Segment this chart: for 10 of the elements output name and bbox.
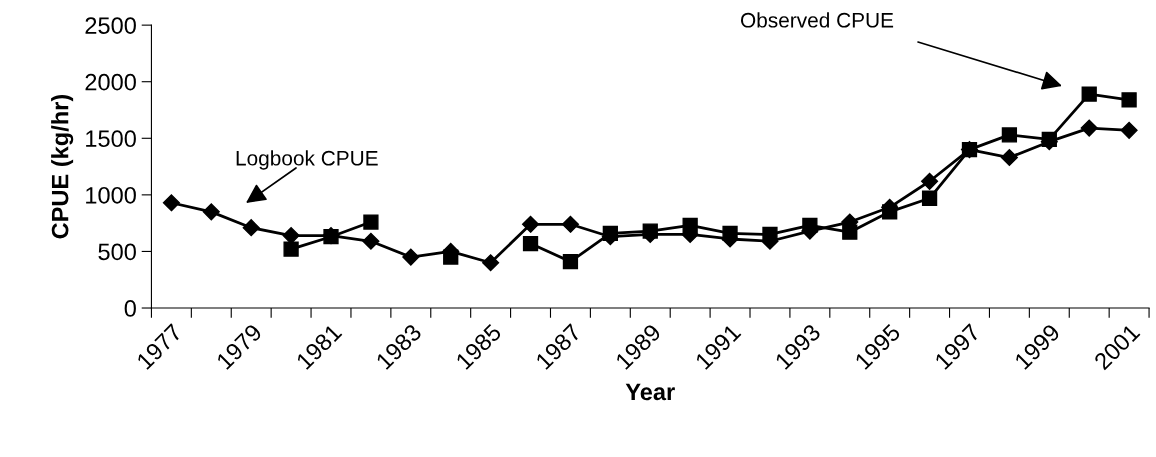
y-tick-label: 1000 [86, 186, 136, 204]
y-tick-label: 2500 [85, 17, 136, 34]
y-tick-label: 0 [124, 300, 136, 317]
annotation: Logbook CPUE [236, 150, 378, 170]
annotation: Observed CPUE [740, 12, 894, 28]
y-tick-label: 2000 [85, 73, 136, 91]
y-axis-title: CPUE (kg/hr) [51, 94, 74, 239]
x-axis-title: Year [625, 383, 675, 401]
y-tick-label: 1500 [86, 130, 136, 148]
y-tick-label: 500 [98, 243, 136, 261]
